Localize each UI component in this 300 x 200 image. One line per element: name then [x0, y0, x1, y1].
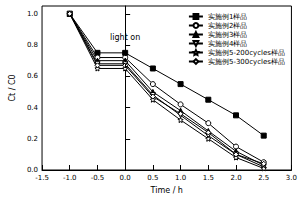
svg-text:0.8: 0.8	[27, 41, 38, 49]
svg-text:实施例5-300cycles样品: 实施例5-300cycles样品	[208, 58, 285, 66]
svg-text:Time / h: Time / h	[150, 186, 183, 195]
svg-text:实施例4样品: 实施例4样品	[208, 40, 247, 48]
svg-text:1.0: 1.0	[175, 174, 186, 182]
svg-text:0.2: 0.2	[27, 135, 38, 143]
svg-text:实施例1样品: 实施例1样品	[208, 13, 247, 21]
svg-text:1.0: 1.0	[27, 10, 38, 18]
svg-text:3.0: 3.0	[286, 174, 297, 182]
svg-text:1.5: 1.5	[203, 174, 214, 182]
svg-text:light on: light on	[110, 33, 140, 42]
svg-text:0.5: 0.5	[147, 174, 158, 182]
svg-text:0.6: 0.6	[27, 72, 39, 80]
svg-text:2.5: 2.5	[258, 174, 269, 182]
svg-text:-1.5: -1.5	[35, 174, 49, 182]
svg-text:0.0: 0.0	[26, 166, 38, 174]
svg-text:实施例3样品: 实施例3样品	[208, 31, 247, 39]
svg-text:0.4: 0.4	[27, 104, 39, 112]
svg-text:实施例2样品: 实施例2样品	[208, 22, 247, 30]
svg-text:Ct / C0: Ct / C0	[8, 74, 17, 101]
svg-text:-0.5: -0.5	[91, 174, 105, 182]
svg-text:2.0: 2.0	[230, 174, 241, 182]
svg-text:-1.0: -1.0	[63, 174, 77, 182]
svg-text:实施例5-200cycles样品: 实施例5-200cycles样品	[208, 49, 285, 57]
svg-text:0.0: 0.0	[120, 174, 131, 182]
